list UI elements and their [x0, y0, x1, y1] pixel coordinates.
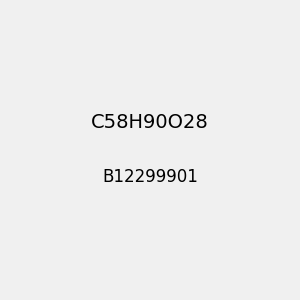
Text: C58H90O28: C58H90O28: [91, 113, 209, 133]
Text: B12299901: B12299901: [102, 168, 198, 186]
